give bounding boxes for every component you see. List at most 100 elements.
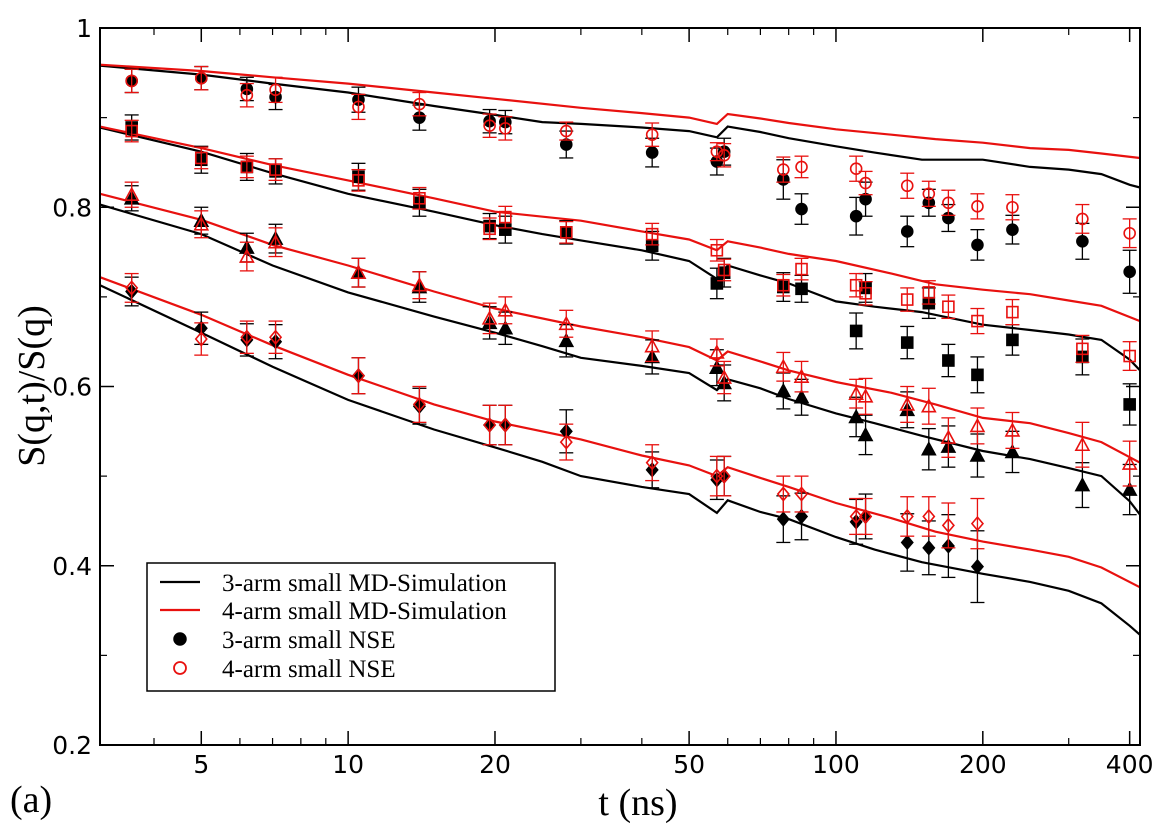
- square-marker: [1076, 342, 1089, 356]
- triangle-marker: [1074, 476, 1091, 492]
- data-point: [900, 172, 915, 199]
- panel-label: (a): [10, 779, 52, 821]
- triangle-marker: [193, 216, 210, 231]
- x-tick-label: 5: [193, 750, 209, 779]
- square-marker: [795, 282, 808, 296]
- data-point: [900, 325, 915, 360]
- circle-marker: [1006, 200, 1019, 214]
- data-point: [268, 76, 283, 104]
- legend-swatch-4arm-nse: [173, 661, 187, 675]
- data-point: [498, 116, 513, 141]
- square-marker: [352, 174, 365, 187]
- data-point: [858, 170, 873, 196]
- data-point: [900, 215, 915, 248]
- diamond-marker: [351, 368, 366, 384]
- circle-marker: [559, 124, 573, 138]
- series-line: [99, 126, 1141, 372]
- data-point: [194, 65, 209, 91]
- square-marker: [194, 151, 208, 165]
- triangle-marker: [716, 369, 733, 384]
- diamond-marker: [794, 508, 809, 525]
- circle-marker: [269, 83, 282, 97]
- triangle-marker: [848, 408, 864, 424]
- data-point: [899, 385, 916, 424]
- data-point: [645, 122, 660, 147]
- data-point: [941, 502, 956, 549]
- data-point: [268, 158, 283, 182]
- triangle-marker: [497, 320, 514, 335]
- data-point: [970, 229, 985, 261]
- circle-marker: [240, 88, 254, 102]
- legend-label-3arm-nse: 3-arm small NSE: [222, 627, 396, 654]
- data-point: [482, 404, 497, 446]
- triangle-marker: [1004, 422, 1021, 437]
- data-point: [351, 93, 366, 121]
- circle-marker: [1123, 265, 1136, 279]
- circle-marker: [413, 97, 426, 111]
- circle-marker: [499, 122, 512, 135]
- diamond-marker: [645, 454, 659, 471]
- triangle-marker: [969, 447, 986, 462]
- x-tick-label: 200: [959, 750, 1007, 779]
- data-point: [1122, 341, 1137, 372]
- square-marker: [900, 293, 914, 306]
- diamond-marker: [776, 486, 790, 502]
- diamond-marker: [900, 534, 914, 551]
- triangle-marker: [857, 388, 874, 403]
- triangle-marker: [920, 398, 937, 413]
- circle-marker: [1076, 212, 1089, 226]
- circle-marker: [1076, 235, 1089, 248]
- data-point: [775, 351, 792, 382]
- legend-swatch-3arm-nse: [173, 632, 187, 646]
- circle-marker: [849, 162, 863, 176]
- data-point: [1074, 421, 1091, 468]
- circle-marker: [859, 176, 872, 190]
- data-point: [969, 433, 986, 478]
- data-point: [921, 520, 936, 576]
- triangle-marker: [1121, 455, 1138, 470]
- data-point: [239, 155, 254, 179]
- data-point: [858, 497, 873, 536]
- diamond-marker: [922, 508, 936, 525]
- data-point: [794, 193, 809, 225]
- data-point: [498, 205, 513, 229]
- data-point: [941, 189, 956, 216]
- y-tick-label: 0.4: [52, 552, 92, 581]
- data-point: [239, 320, 254, 354]
- square-marker: [269, 163, 282, 176]
- data-point: [920, 427, 937, 471]
- diamond-marker: [941, 517, 955, 534]
- data-point: [776, 475, 791, 513]
- circle-marker: [795, 202, 808, 216]
- data-point: [849, 312, 864, 350]
- series-line: [99, 63, 1141, 160]
- circle-marker: [777, 163, 790, 176]
- data-point: [1122, 383, 1137, 426]
- data-point: [717, 142, 732, 168]
- data-point: [970, 356, 985, 394]
- circle-marker: [710, 145, 724, 158]
- data-point: [970, 193, 985, 220]
- square-marker: [795, 262, 808, 276]
- square-marker: [900, 336, 914, 349]
- x-tick-label: 20: [479, 750, 511, 779]
- square-marker: [1123, 398, 1136, 411]
- x-axis-title: t (ns): [598, 782, 677, 824]
- triangle-marker: [411, 277, 428, 292]
- data-point: [921, 496, 936, 537]
- diamond-marker: [269, 329, 283, 345]
- data-point: [412, 385, 427, 424]
- y-axis-title: S(q,t)/S(q): [11, 305, 53, 467]
- square-marker: [849, 278, 863, 292]
- legend-box: [146, 562, 556, 692]
- circle-marker: [645, 128, 659, 141]
- square-marker: [942, 300, 955, 314]
- data-point: [124, 272, 139, 303]
- square-marker: [1006, 333, 1019, 347]
- y-tick-label: 0.2: [52, 731, 92, 760]
- data-point: [498, 404, 513, 446]
- triangle-marker: [848, 385, 864, 400]
- triangle-marker: [558, 315, 575, 331]
- diamond-marker: [794, 486, 809, 502]
